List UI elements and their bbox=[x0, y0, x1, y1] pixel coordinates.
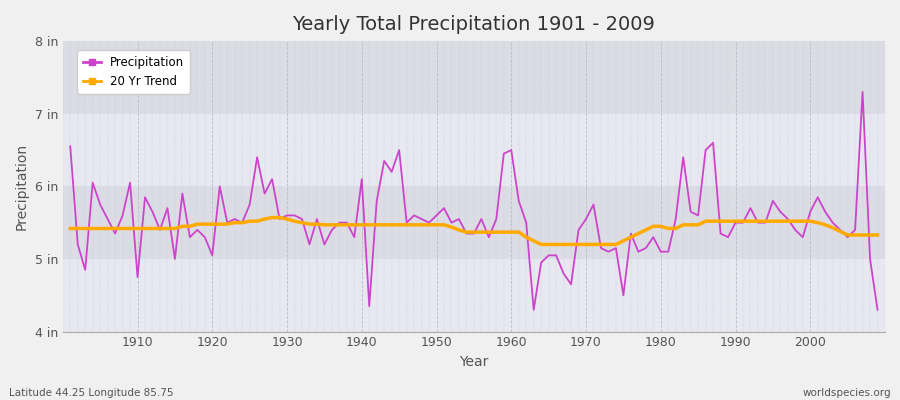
Bar bbox=[63, 114, 885, 186]
Text: Latitude 44.25 Longitude 85.75: Latitude 44.25 Longitude 85.75 bbox=[9, 388, 174, 398]
X-axis label: Year: Year bbox=[459, 355, 489, 369]
Bar bbox=[63, 259, 885, 332]
Bar bbox=[63, 41, 885, 114]
Title: Yearly Total Precipitation 1901 - 2009: Yearly Total Precipitation 1901 - 2009 bbox=[292, 15, 655, 34]
Bar bbox=[63, 186, 885, 259]
Legend: Precipitation, 20 Yr Trend: Precipitation, 20 Yr Trend bbox=[76, 50, 190, 94]
Text: worldspecies.org: worldspecies.org bbox=[803, 388, 891, 398]
Y-axis label: Precipitation: Precipitation bbox=[15, 143, 29, 230]
